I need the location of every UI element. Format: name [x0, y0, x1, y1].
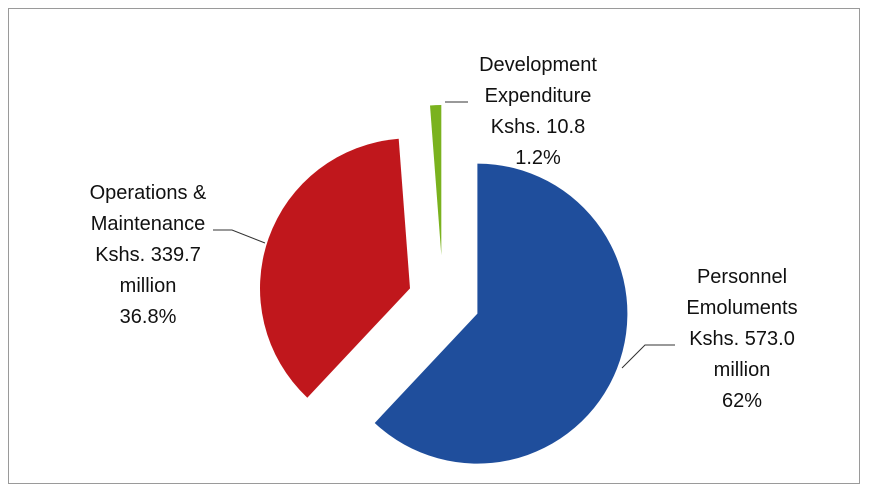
percent-label: 62%: [721, 390, 763, 412]
category-label: Operations & Maintenance: [89, 182, 207, 235]
category-label: Personnel Emoluments: [686, 266, 798, 319]
pie-slice: [430, 105, 442, 256]
slice-label: Operations & Maintenance Kshs. 339.7 mill…: [68, 178, 228, 333]
amount-label: Kshs. 339.7 million: [95, 244, 201, 297]
amount-label: Kshs. 573.0 million: [689, 328, 795, 381]
category-label: Development Expenditure: [479, 54, 597, 107]
amount-label: Kshs. 10.8: [490, 116, 586, 138]
pie-slice: [374, 163, 628, 464]
slice-label: Personnel Emoluments Kshs. 573.0 million 6…: [662, 262, 822, 417]
slice-label: Development Expenditure Kshs. 10.8 1.2%: [458, 50, 618, 174]
leader-line: [213, 229, 266, 244]
percent-label: 1.2%: [515, 147, 561, 169]
percent-label: 36.8%: [119, 306, 177, 328]
chart-frame: [8, 8, 860, 484]
leader-line: [621, 344, 675, 369]
pie-slice: [259, 138, 410, 398]
